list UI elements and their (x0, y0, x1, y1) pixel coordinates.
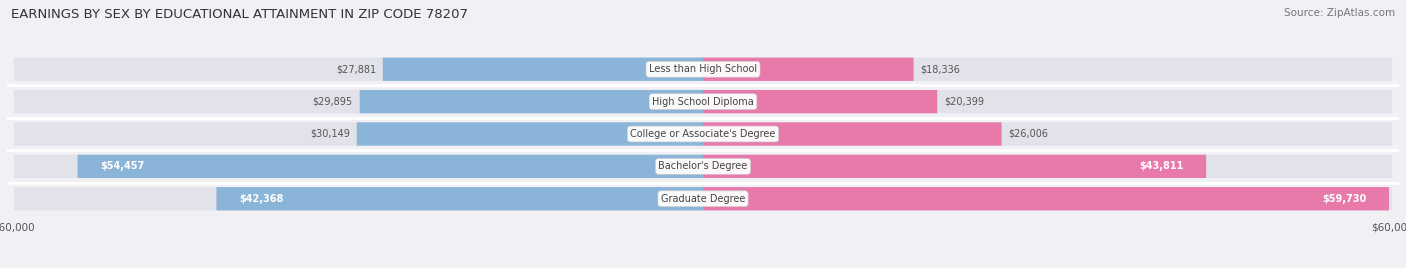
Text: EARNINGS BY SEX BY EDUCATIONAL ATTAINMENT IN ZIP CODE 78207: EARNINGS BY SEX BY EDUCATIONAL ATTAINMEN… (11, 8, 468, 21)
FancyBboxPatch shape (703, 187, 1389, 210)
Text: College or Associate's Degree: College or Associate's Degree (630, 129, 776, 139)
FancyBboxPatch shape (14, 187, 1392, 210)
Text: $29,895: $29,895 (312, 97, 353, 107)
FancyBboxPatch shape (14, 122, 1392, 146)
Text: $59,730: $59,730 (1322, 194, 1367, 204)
Text: $43,811: $43,811 (1139, 161, 1184, 171)
FancyBboxPatch shape (703, 58, 914, 81)
Text: $42,368: $42,368 (239, 194, 284, 204)
FancyBboxPatch shape (14, 90, 1392, 113)
FancyBboxPatch shape (217, 187, 703, 210)
Text: $18,336: $18,336 (921, 64, 960, 74)
Text: High School Diploma: High School Diploma (652, 97, 754, 107)
FancyBboxPatch shape (703, 90, 938, 113)
Text: $20,399: $20,399 (945, 97, 984, 107)
FancyBboxPatch shape (382, 58, 703, 81)
Text: Bachelor's Degree: Bachelor's Degree (658, 161, 748, 171)
FancyBboxPatch shape (360, 90, 703, 113)
FancyBboxPatch shape (703, 122, 1001, 146)
FancyBboxPatch shape (14, 155, 1392, 178)
Text: Less than High School: Less than High School (650, 64, 756, 74)
Text: $26,006: $26,006 (1008, 129, 1049, 139)
Text: Source: ZipAtlas.com: Source: ZipAtlas.com (1284, 8, 1395, 18)
Text: $30,149: $30,149 (309, 129, 350, 139)
Text: $27,881: $27,881 (336, 64, 375, 74)
FancyBboxPatch shape (703, 155, 1206, 178)
FancyBboxPatch shape (77, 155, 703, 178)
Text: $54,457: $54,457 (101, 161, 145, 171)
FancyBboxPatch shape (357, 122, 703, 146)
FancyBboxPatch shape (14, 58, 1392, 81)
Text: Graduate Degree: Graduate Degree (661, 194, 745, 204)
